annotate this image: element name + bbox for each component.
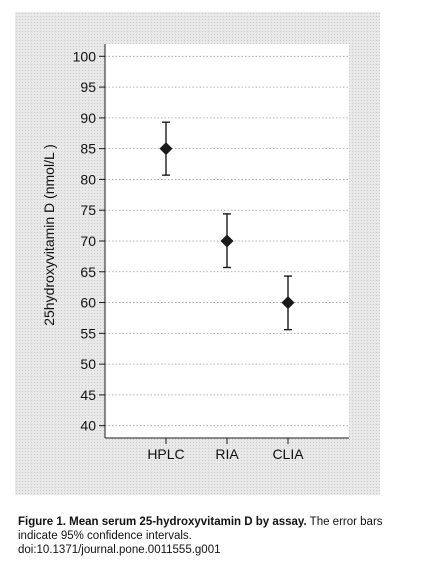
mean-marker bbox=[159, 142, 173, 156]
caption-text: The error bars indicate 95% confidence i… bbox=[18, 516, 383, 542]
grid-lines bbox=[105, 55, 349, 427]
y-tick-label: 90 bbox=[80, 110, 96, 126]
y-tick-label: 50 bbox=[80, 356, 96, 372]
y-tick-label: 75 bbox=[80, 202, 96, 218]
x-tick-label: RIA bbox=[215, 446, 239, 462]
mean-marker bbox=[281, 296, 295, 310]
mean-marker bbox=[220, 234, 234, 248]
y-tick-label: 55 bbox=[80, 325, 96, 341]
y-tick-label: 80 bbox=[80, 171, 96, 187]
y-tick-label: 85 bbox=[80, 141, 96, 157]
x-tick-label: HPLC bbox=[147, 446, 184, 462]
caption-title: Figure 1. Mean serum 25-hydroxyvitamin D… bbox=[18, 516, 307, 528]
y-axis-title: 25hydroxyvitamin D (nmol/L ) bbox=[41, 144, 57, 326]
figure-caption: Figure 1. Mean serum 25-hydroxyvitamin D… bbox=[18, 515, 418, 557]
y-tick-label: 40 bbox=[80, 418, 96, 434]
y-tick-label: 70 bbox=[80, 233, 96, 249]
y-ticks: 40 45 50 55 60 65 70 75 80 85 90 95 100 bbox=[73, 48, 105, 434]
y-tick-label: 60 bbox=[80, 295, 96, 311]
x-tick-label: CLIA bbox=[272, 446, 304, 462]
y-tick-label: 100 bbox=[73, 48, 97, 64]
data-marks bbox=[159, 121, 295, 331]
caption-doi: doi:10.1371/journal.pone.0011555.g001 bbox=[18, 544, 221, 556]
y-tick-label: 65 bbox=[80, 264, 96, 280]
x-ticks: HPLC RIA CLIA bbox=[147, 438, 304, 462]
y-tick-label: 45 bbox=[80, 387, 96, 403]
y-tick-label: 95 bbox=[80, 79, 96, 95]
